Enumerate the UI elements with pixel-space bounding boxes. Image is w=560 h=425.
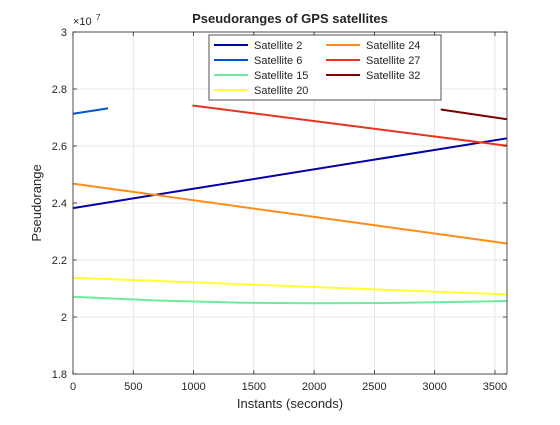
y-tick-label: 1.8 bbox=[52, 369, 67, 381]
y-axis-exponent: ×10 7 bbox=[73, 13, 101, 28]
chart-title: Pseudoranges of GPS satellites bbox=[192, 11, 388, 26]
series-line-satellite-2 bbox=[72, 137, 508, 210]
legend: Satellite 2 Satellite 6 Satellite 15 Satell… bbox=[208, 34, 442, 101]
y-tick-label: 3 bbox=[61, 27, 67, 39]
series-line-satellite-24 bbox=[72, 182, 508, 245]
series-line-satellite-15 bbox=[72, 295, 508, 305]
y-tick-label: 2.8 bbox=[52, 84, 67, 96]
y-exponent-base: ×10 bbox=[73, 16, 92, 28]
x-tick-label: 1500 bbox=[242, 381, 266, 393]
legend-label-satellite-27: Satellite 27 bbox=[366, 55, 420, 67]
axis-ticks: 0 500 1000 1500 2000 2500 3000 3500 1.8 2 2.2 2.4 2.… bbox=[52, 27, 507, 393]
series-line-satellite-27 bbox=[192, 104, 508, 147]
x-axis-label: Instants (seconds) bbox=[237, 396, 343, 411]
y-tick-label: 2.2 bbox=[52, 255, 67, 267]
legend-label-satellite-32: Satellite 32 bbox=[366, 70, 420, 82]
series-line-satellite-32 bbox=[440, 108, 508, 121]
legend-label-satellite-15: Satellite 15 bbox=[254, 70, 308, 82]
y-axis-label: Pseudorange bbox=[29, 164, 44, 241]
legend-label-satellite-24: Satellite 24 bbox=[366, 40, 420, 52]
x-tick-label: 3000 bbox=[422, 381, 446, 393]
x-tick-label: 1000 bbox=[181, 381, 205, 393]
y-tick-label: 2.4 bbox=[52, 198, 67, 210]
legend-label-satellite-2: Satellite 2 bbox=[254, 40, 302, 52]
series-line-satellite-20 bbox=[72, 276, 508, 296]
y-exponent-power: 7 bbox=[96, 13, 101, 22]
x-tick-label: 2500 bbox=[362, 381, 386, 393]
x-tick-label: 2000 bbox=[302, 381, 326, 393]
legend-label-satellite-20: Satellite 20 bbox=[254, 85, 308, 97]
legend-label-satellite-6: Satellite 6 bbox=[254, 55, 302, 67]
x-tick-label: 0 bbox=[70, 381, 76, 393]
y-tick-label: 2.6 bbox=[52, 141, 67, 153]
series-line-satellite-6 bbox=[72, 107, 109, 115]
x-tick-label: 500 bbox=[124, 381, 142, 393]
x-tick-label: 3500 bbox=[483, 381, 507, 393]
series-lines bbox=[72, 104, 508, 305]
y-tick-label: 2 bbox=[61, 312, 67, 324]
